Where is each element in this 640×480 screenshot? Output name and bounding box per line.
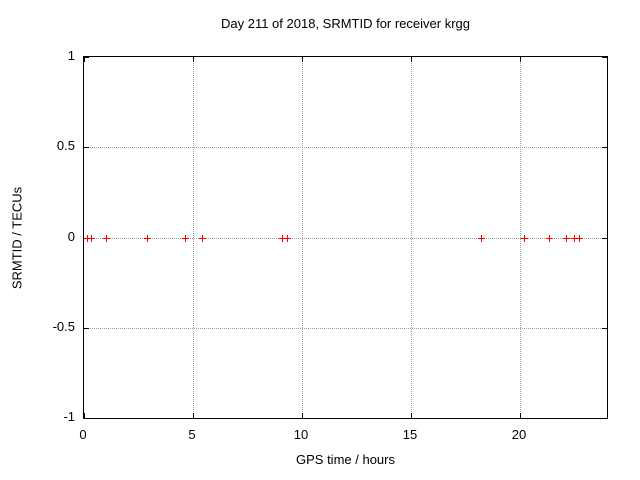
y-tick-right xyxy=(602,238,607,239)
y-tick-right xyxy=(602,147,607,148)
x-axis-label: GPS time / hours xyxy=(296,452,395,467)
data-point-marker xyxy=(576,235,583,242)
x-tick-top xyxy=(411,57,412,62)
grid-line-horizontal xyxy=(84,328,607,329)
plot-area xyxy=(83,56,608,419)
x-tick-label: 10 xyxy=(293,427,309,442)
y-tick-label: -1 xyxy=(63,409,75,424)
x-tick-label: 0 xyxy=(79,427,87,442)
x-tick-top xyxy=(302,57,303,62)
y-tick-right xyxy=(602,57,607,58)
x-tick-bottom xyxy=(193,413,194,418)
y-tick-right xyxy=(602,328,607,329)
data-point-marker xyxy=(571,235,578,242)
x-tick-top xyxy=(193,57,194,62)
y-axis-label: SRMTID / TECUs xyxy=(9,186,25,290)
data-point-marker xyxy=(182,235,189,242)
data-point-marker xyxy=(88,235,95,242)
x-tick-bottom xyxy=(302,413,303,418)
y-tick-right xyxy=(602,418,607,419)
y-tick-label: 1 xyxy=(67,48,75,63)
x-tick-bottom xyxy=(84,413,85,418)
grid-line-horizontal xyxy=(84,147,607,148)
y-tick-left xyxy=(84,328,89,329)
data-point-marker xyxy=(521,235,528,242)
data-point-marker xyxy=(144,235,151,242)
y-tick-left xyxy=(84,418,89,419)
grid-line-vertical xyxy=(520,57,521,418)
x-tick-bottom xyxy=(411,413,412,418)
data-point-marker xyxy=(199,235,206,242)
x-tick-top xyxy=(520,57,521,62)
x-tick-label: 20 xyxy=(511,427,527,442)
grid-line-horizontal xyxy=(84,238,607,239)
data-point-marker xyxy=(84,235,91,242)
y-tick-left xyxy=(84,57,89,58)
x-tick-top xyxy=(84,57,85,62)
grid-line-vertical xyxy=(193,57,194,418)
x-tick-label: 15 xyxy=(402,427,418,442)
grid-line-vertical xyxy=(302,57,303,418)
chart-title: Day 211 of 2018, SRMTID for receiver krg… xyxy=(220,16,471,31)
data-point-marker xyxy=(284,235,291,242)
x-tick-bottom xyxy=(520,413,521,418)
data-point-marker xyxy=(103,235,110,242)
y-tick-label: 0.5 xyxy=(56,138,75,153)
data-point-marker xyxy=(279,235,286,242)
data-point-marker xyxy=(563,235,570,242)
y-tick-label: 0 xyxy=(67,229,75,244)
y-tick-label: -0.5 xyxy=(52,319,75,334)
grid-line-vertical xyxy=(411,57,412,418)
data-point-marker xyxy=(546,235,553,242)
y-tick-left xyxy=(84,147,89,148)
x-tick-label: 5 xyxy=(188,427,196,442)
data-point-marker xyxy=(478,235,485,242)
